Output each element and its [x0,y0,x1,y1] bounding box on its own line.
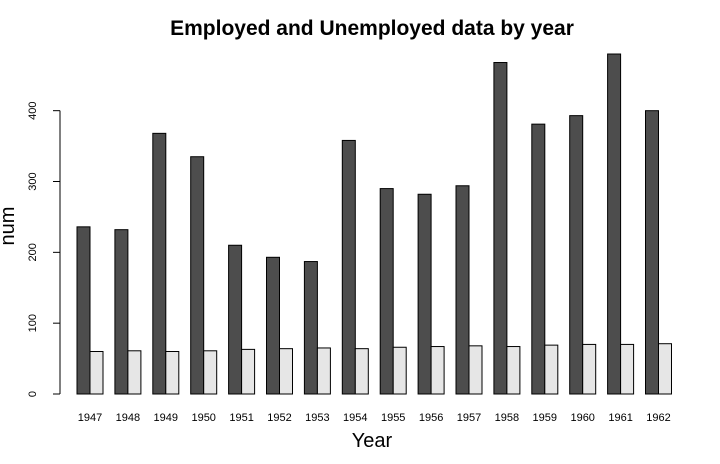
x-tick-label: 1961 [608,412,632,424]
bar-light-1949 [165,351,180,395]
bar-dark-1949 [152,132,167,395]
bar-dark-1961 [607,53,622,395]
x-tick-label: 1951 [229,412,253,424]
bar-dark-1950 [190,156,205,395]
bar-dark-1957 [455,185,470,395]
bar-dark-1955 [379,188,394,395]
x-tick-labels: 1947 1948 1949 1950 1951 1952 1953 1954 1955 1956… [78,412,671,424]
x-tick-label: 1949 [154,412,178,424]
x-tick-label: 1950 [191,412,215,424]
bar-dark-1952 [266,256,280,395]
x-tick-label: 1954 [343,412,367,424]
chart-title: Employed and Unemployed data by year [170,17,574,40]
y-axis-label: num [0,207,19,246]
bar-dark-1953 [303,261,318,395]
x-tick-label: 1948 [116,412,140,424]
bar-light-1959 [544,344,559,395]
x-tick-label: 1952 [267,412,291,424]
bar-light-1950 [203,350,218,395]
x-tick-label: 1962 [646,412,670,424]
bars [76,53,672,395]
x-tick-label: 1956 [419,412,443,424]
x-tick-label: 1959 [533,412,557,424]
bar-light-1955 [392,346,407,395]
y-tick-label: 300 [27,172,39,190]
bar-light-1951 [241,348,256,395]
y-tick-label: 400 [27,102,39,120]
bar-dark-1958 [493,62,508,395]
bar-dark-1956 [417,193,432,395]
x-tick-label: 1960 [570,412,594,424]
bar-light-1953 [316,347,331,395]
bar-light-1954 [354,348,369,395]
bar-dark-1959 [531,123,546,395]
bar-light-1957 [468,345,483,395]
y-tick-label: 200 [27,243,39,261]
bar-light-1960 [582,343,597,395]
bar-light-1958 [506,346,521,395]
x-tick-label: 1953 [305,412,329,424]
y-tick-label: 0 [27,391,39,397]
x-axis-label: Year [352,430,393,452]
bar-light-1961 [620,343,635,395]
x-tick-label: 1955 [381,412,405,424]
bar-light-1948 [127,350,142,395]
bar-light-1952 [279,348,293,395]
y-axis: 0 100 200 300 400 [27,102,61,397]
x-tick-label: 1958 [495,412,519,424]
bar-dark-1954 [341,139,356,395]
bar-light-1947 [89,351,104,395]
bar-dark-1960 [569,115,584,395]
bar-dark-1951 [228,244,243,395]
y-tick-label: 100 [27,314,39,332]
bar-dark-1948 [114,229,129,395]
bar-dark-1947 [76,226,91,395]
bar-light-1956 [430,346,445,395]
x-tick-label: 1957 [457,412,481,424]
bar-dark-1962 [645,110,659,395]
bar-light-1962 [658,343,672,395]
x-tick-label: 1947 [78,412,102,424]
